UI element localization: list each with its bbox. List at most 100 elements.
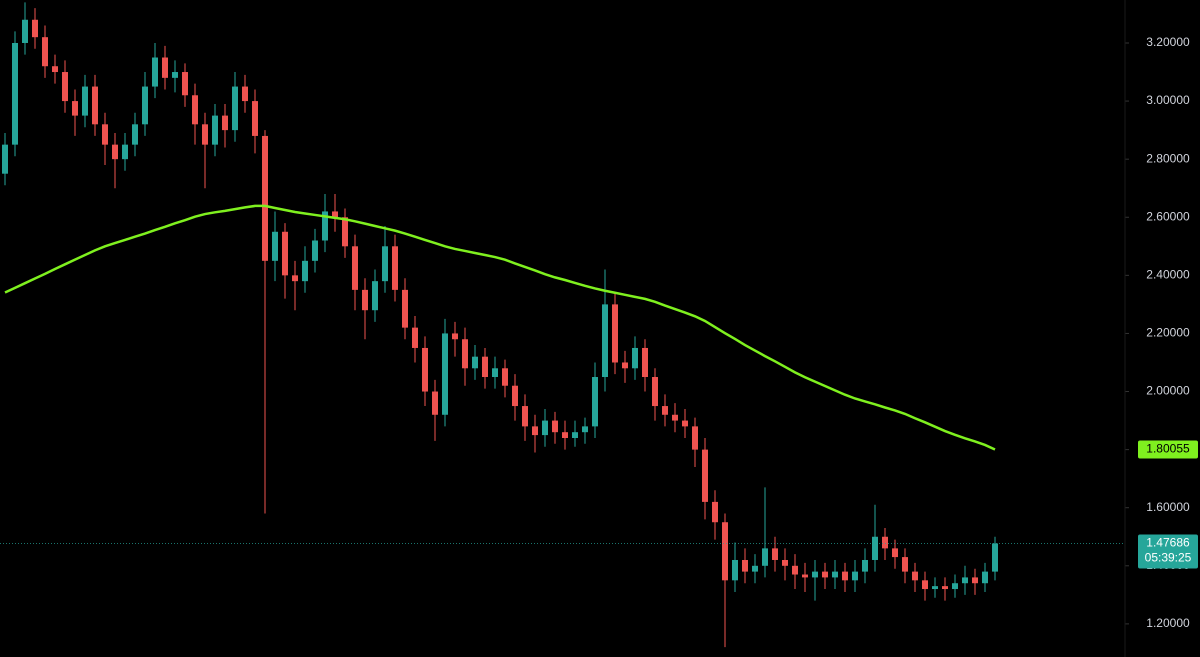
candle-body (82, 86, 88, 116)
candle-body (822, 571, 828, 578)
candle-body (382, 246, 388, 282)
candle-body (142, 86, 148, 125)
candle-body (112, 144, 118, 160)
candle-body (282, 231, 288, 276)
candle-body (612, 304, 618, 363)
candle-body (422, 347, 428, 392)
candle-body (762, 548, 768, 566)
candle-body (472, 356, 478, 369)
candle-body (982, 571, 988, 584)
candle-body (52, 66, 58, 73)
candle-body (362, 289, 368, 311)
candle-body (772, 548, 778, 560)
candle-body (22, 19, 28, 43)
candle-body (172, 72, 178, 78)
candle-body (192, 95, 198, 125)
y-tick-label: 2.80000 (1146, 151, 1190, 165)
candle-body (442, 333, 448, 415)
candle-body (92, 86, 98, 125)
candle-body (872, 536, 878, 560)
candle-body (642, 347, 648, 378)
countdown-label: 05:39:25 (1145, 551, 1192, 565)
candle-body (102, 124, 108, 145)
candle-body (882, 536, 888, 549)
candle-body (512, 385, 518, 407)
candle-body (312, 240, 318, 261)
candle-body (262, 135, 268, 261)
candle-body (722, 522, 728, 581)
candle-body (992, 543, 998, 572)
candle-body (242, 86, 248, 102)
candle-body (392, 246, 398, 290)
candle-body (132, 124, 138, 145)
candle-body (252, 101, 258, 136)
candle-body (412, 327, 418, 348)
candle-body (682, 420, 688, 427)
candle-body (72, 101, 78, 116)
price-label: 1.47686 (1146, 536, 1190, 550)
candle-body (892, 548, 898, 558)
candle-body (212, 115, 218, 145)
candle-body (972, 577, 978, 584)
candle-body (62, 72, 68, 102)
candle-body (922, 580, 928, 590)
candle-body (792, 565, 798, 575)
candle-body (672, 414, 678, 421)
candle-body (632, 347, 638, 369)
candle-body (662, 406, 668, 415)
moving-average-line (4, 204, 996, 451)
candle-body (162, 57, 168, 78)
candle-body (302, 260, 308, 282)
candle-body (292, 275, 298, 282)
candle-body (42, 37, 48, 67)
candle-body (692, 426, 698, 450)
candle-body (932, 586, 938, 590)
candle-body (492, 368, 498, 378)
candle-body (542, 420, 548, 436)
y-tick-label: 2.60000 (1146, 209, 1190, 223)
candle-body (12, 42, 18, 145)
ma-label: 1.80055 (1146, 442, 1190, 456)
candle-body (962, 577, 968, 584)
candle-body (852, 571, 858, 581)
candle-body (942, 586, 948, 590)
candle-body (332, 211, 338, 218)
candle-body (452, 333, 458, 340)
candle-body (322, 211, 328, 241)
ma-label-box (1138, 440, 1198, 459)
candle-body (152, 57, 158, 87)
candle-body (592, 377, 598, 427)
candle-body (572, 432, 578, 438)
candle-body (182, 72, 188, 96)
candle-body (582, 426, 588, 433)
candle-body (602, 304, 608, 378)
candle-body (502, 368, 508, 386)
candle-body (912, 571, 918, 581)
candle-body (802, 574, 808, 578)
price-label-box (1138, 534, 1198, 569)
candle-body (402, 289, 408, 328)
candle-body (732, 559, 738, 581)
y-tick-label: 3.00000 (1146, 93, 1190, 107)
candle-body (752, 565, 758, 572)
y-tick-label: 2.40000 (1146, 268, 1190, 282)
candle-body (812, 571, 818, 578)
candle-body (952, 583, 958, 590)
candle-body (482, 356, 488, 378)
candle-body (622, 362, 628, 369)
candle-body (372, 281, 378, 311)
candle-body (222, 115, 228, 131)
candle-body (782, 559, 788, 566)
y-tick-label: 1.60000 (1146, 500, 1190, 514)
candle-body (272, 231, 278, 261)
candle-body (832, 571, 838, 578)
candle-body (352, 246, 358, 290)
candle-body (552, 420, 558, 433)
candle-body (862, 559, 868, 572)
candle-body (702, 449, 708, 502)
candle-body (842, 571, 848, 581)
candle-body (432, 391, 438, 415)
y-tick-label: 2.00000 (1146, 384, 1190, 398)
